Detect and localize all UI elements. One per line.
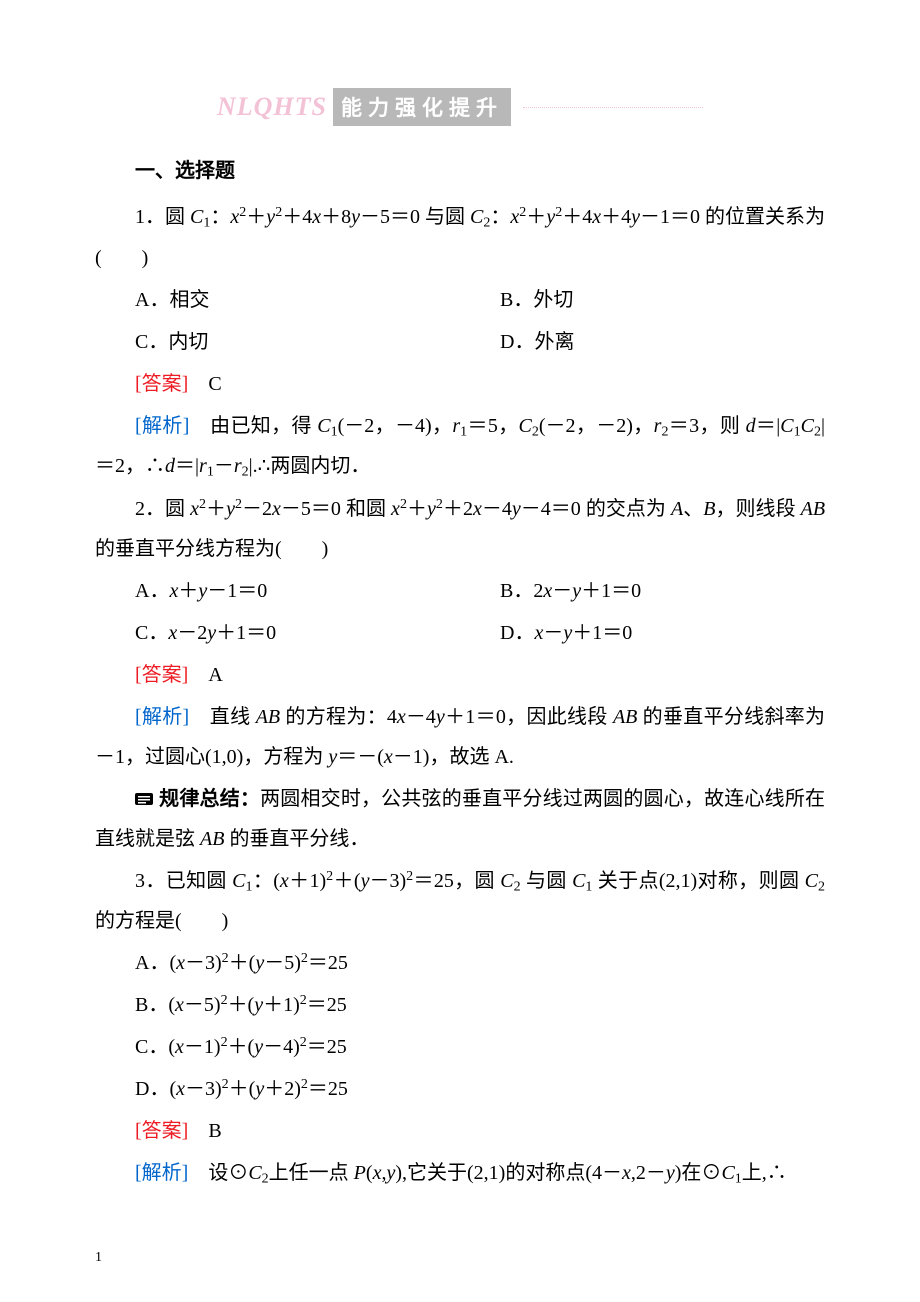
analysis-label: [解析] (135, 1162, 188, 1184)
q1-t4: ： (490, 206, 510, 228)
analysis-label: [解析] (135, 706, 189, 728)
section-heading: 一、选择题 (95, 154, 825, 183)
q1-answer-value: C (208, 373, 221, 395)
q3-answer: [答案] B (95, 1111, 825, 1151)
q2-answer: [答案] A (95, 655, 825, 695)
q3-analysis: [解析] 设⊙C2上任一点 P(x,y),它关于(2,1)的对称点(4－x,2－… (95, 1153, 825, 1194)
q1-optA: A．相交 (95, 280, 460, 320)
header-banner: NLQHTS 能力强化提升 (95, 88, 825, 126)
q2-t6: 的垂直平分线方程为( ) (95, 538, 328, 560)
q2-optD: D．x－y＋1＝0 (460, 613, 825, 653)
q3-optC: C．(x－1)2＋(y－4)2＝25 (95, 1027, 825, 1067)
q3-t5: 的方程是( ) (95, 910, 228, 932)
banner-english: NLQHTS (217, 92, 327, 122)
banner-chinese: 能力强化提升 (333, 88, 511, 126)
q1-stem: 1．圆 C1：x2＋y2＋4x＋8y－5＝0 与圆 C2：x2＋y2＋4x＋4y… (95, 197, 825, 278)
q2-optB: B．2x－y＋1＝0 (460, 571, 825, 611)
q2-summary: 规律总结：两圆相交时，公共弦的垂直平分线过两圆的圆心，故连心线所在直线就是弦 A… (95, 779, 825, 859)
q2-t3: 的交点为 (581, 498, 671, 520)
q2-t1: 2．圆 (135, 498, 190, 520)
q2-options-row1: A．x＋y－1＝0 B．2x－y＋1＝0 (95, 571, 825, 611)
q3-t4: 关于点(2,1)对称，则圆 (592, 870, 804, 892)
q2-t2: 和圆 (341, 498, 391, 520)
q2-t4: 、 (683, 498, 703, 520)
q3-t3: 与圆 (521, 870, 572, 892)
q2-optA: A．x＋y－1＝0 (95, 571, 460, 611)
answer-label: [答案] (135, 373, 188, 395)
q2-options-row2: C．x－2y＋1＝0 D．x－y＋1＝0 (95, 613, 825, 653)
q2-optC: C．x－2y＋1＝0 (95, 613, 460, 653)
q1-answer: [答案] C (95, 364, 825, 404)
q3-t2: ，圆 (454, 870, 500, 892)
q1-t3: 与圆 (420, 206, 470, 228)
q1-options-row2: C．内切 D．外离 (95, 322, 825, 362)
page-number: 1 (95, 1250, 102, 1266)
q1-text: 1．圆 (135, 206, 190, 228)
q2-analysis: [解析] 直线 AB 的方程为：4x－4y＋1＝0，因此线段 AB 的垂直平分线… (95, 697, 825, 777)
analysis-label: [解析] (135, 415, 189, 437)
q1-t2: ： (210, 206, 230, 228)
q3-optA: A．(x－3)2＋(y－5)2＝25 (95, 943, 825, 983)
summary-label: 规律总结： (159, 788, 260, 810)
q3-t1: 3．已知圆 (135, 870, 232, 892)
q3-answer-value: B (208, 1120, 221, 1142)
q3-optB: B．(x－5)2＋(y＋1)2＝25 (95, 985, 825, 1025)
q2-answer-value: A (208, 664, 222, 686)
q3-optD: D．(x－3)2＋(y＋2)2＝25 (95, 1069, 825, 1109)
q2-t5: ，则线段 (715, 498, 800, 520)
q2-stem: 2．圆 x2＋y2－2x－5＝0 和圆 x2＋y2＋2x－4y－4＝0 的交点为… (95, 489, 825, 569)
q1-optD: D．外离 (460, 322, 825, 362)
summary-icon (135, 791, 157, 807)
q1-analysis: [解析] 由已知，得 C1(－2，－4)，r1＝5，C2(－2，－2)，r2＝3… (95, 406, 825, 487)
q1-optB: B．外切 (460, 280, 825, 320)
answer-label: [答案] (135, 664, 188, 686)
q3-stem: 3．已知圆 C1：(x＋1)2＋(y－3)2＝25，圆 C2 与圆 C1 关于点… (95, 861, 825, 942)
q1-optC: C．内切 (95, 322, 460, 362)
q1-options-row1: A．相交 B．外切 (95, 280, 825, 320)
banner-arrow (523, 107, 703, 108)
answer-label: [答案] (135, 1120, 188, 1142)
